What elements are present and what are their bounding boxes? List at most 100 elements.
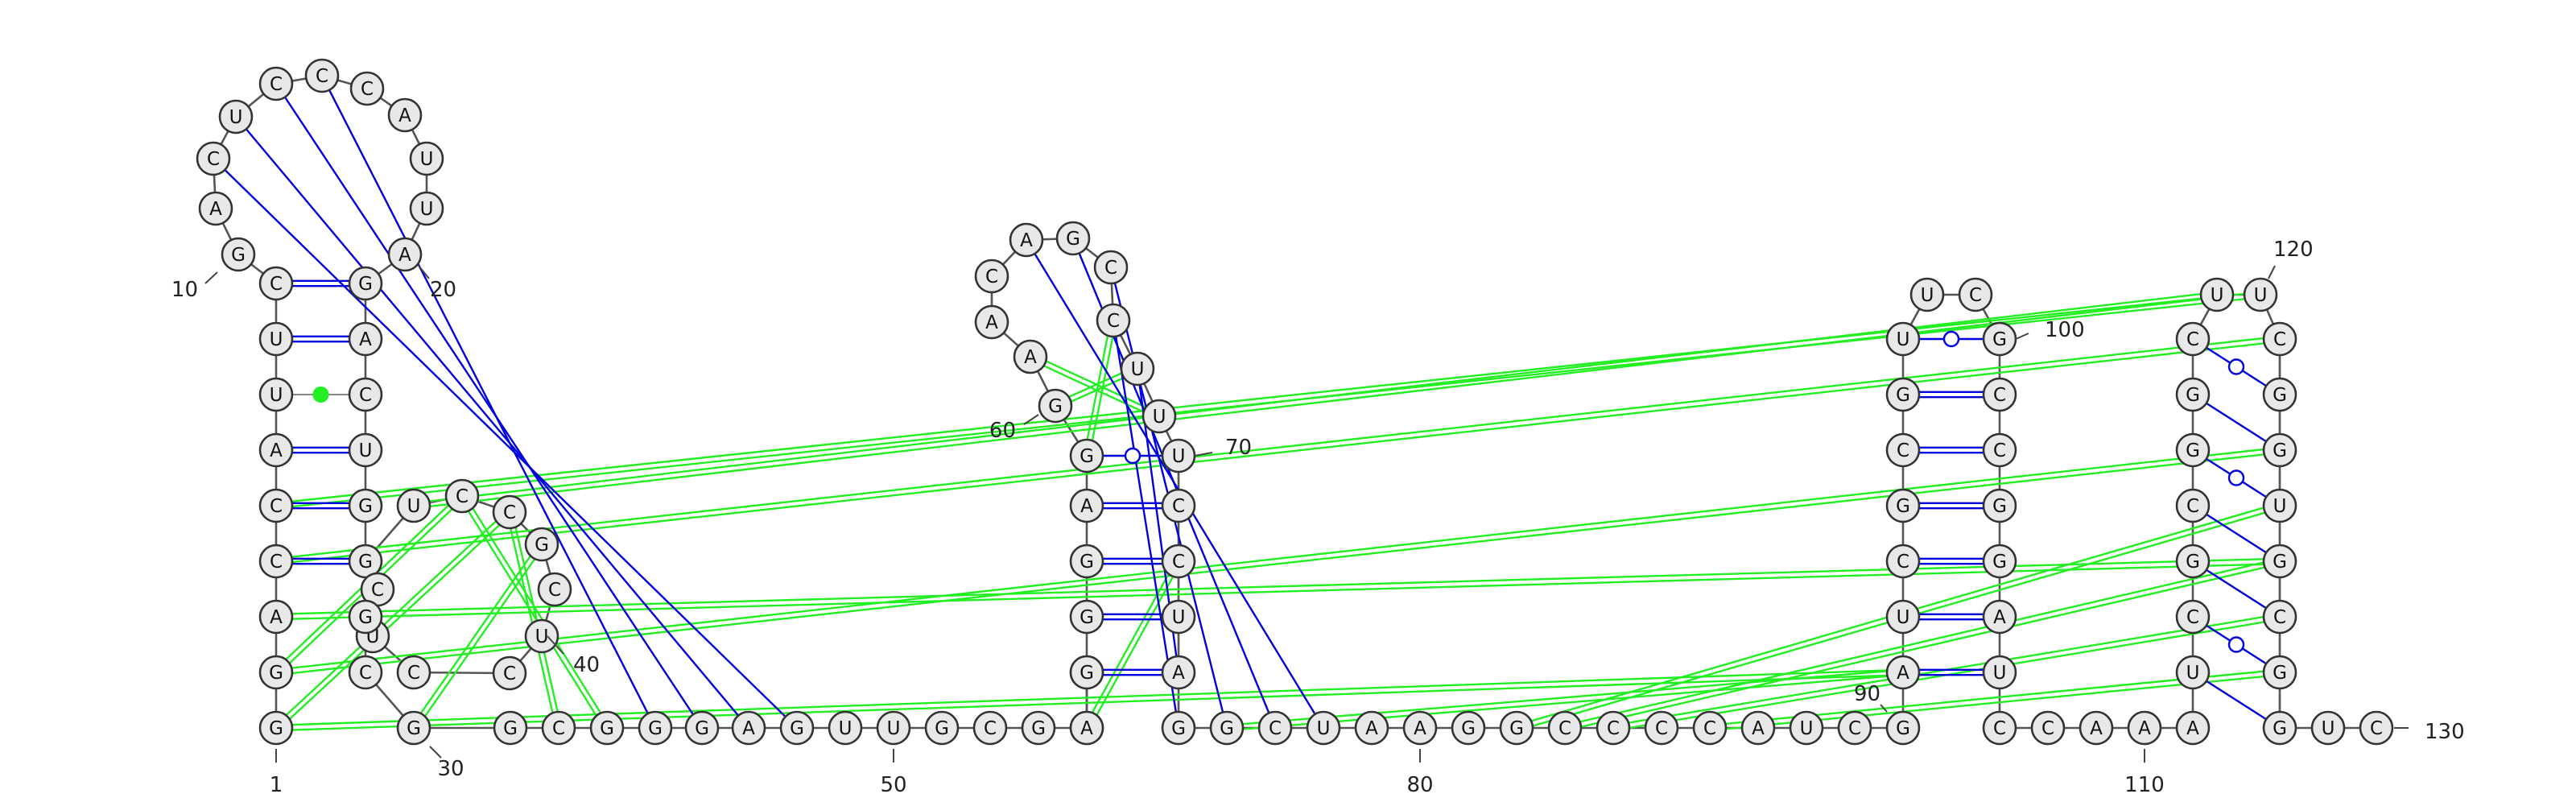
nucleotide-base: A <box>270 440 283 461</box>
nucleotide-circle <box>258 599 294 635</box>
nucleotide-3: A <box>258 599 294 635</box>
position-label-90: 90 <box>1854 682 1888 713</box>
nucleotide-base: C <box>1655 718 1668 739</box>
nucleotide-circle <box>1161 544 1196 579</box>
long-range-pair-line <box>2192 393 2281 452</box>
nucleotide-base: A <box>209 199 222 220</box>
long-range-pair-line <box>320 75 657 729</box>
nucleotide-circle <box>396 488 431 523</box>
nucleotide-95: C <box>1885 432 1921 468</box>
nucleotide-base: C <box>1269 718 1282 739</box>
nucleotide-circle <box>1885 655 1921 690</box>
nucleotide-base: C <box>2370 718 2383 739</box>
nucleotide-base: A <box>742 718 755 739</box>
nucleotide-130: C <box>2359 710 2394 746</box>
position-label-40: 40 <box>547 635 600 677</box>
nucleotide-34: C <box>396 655 431 690</box>
position-number: 10 <box>171 278 198 302</box>
tertiary-interaction-line <box>1029 358 1159 420</box>
nucleotide-50: C <box>972 710 1008 746</box>
nucleotide-69: U <box>1141 399 1177 434</box>
nucleotide-base: C <box>1172 496 1185 517</box>
nucleotide-base: C <box>270 496 283 517</box>
position-label-70: 70 <box>1194 436 1252 460</box>
nucleotide-87: A <box>1740 710 1776 746</box>
nucleotide-base: C <box>985 267 998 287</box>
nucleotide-46: G <box>779 710 815 746</box>
nucleotide-44: G <box>684 710 720 746</box>
nucleotide-67: C <box>1096 303 1131 338</box>
nucleotide-21: G <box>348 266 383 301</box>
nucleotide-base: U <box>535 626 549 647</box>
nucleotide-62: A <box>974 304 1009 340</box>
tertiary-interaction-line <box>1565 562 2281 732</box>
nucleotide-121: C <box>2262 321 2297 357</box>
nucleotide-circle <box>1885 377 1921 412</box>
position-number: 20 <box>430 278 456 302</box>
nucleotide-1: G <box>258 710 294 746</box>
nucleotide-base: U <box>1131 359 1145 380</box>
nucleotide-base: G <box>2186 385 2200 406</box>
nucleotide-base: G <box>535 535 549 556</box>
nucleotide-circle <box>638 710 673 746</box>
nucleotide-base: U <box>1993 663 2007 684</box>
nucleotide-circle <box>409 191 444 226</box>
long-range-pair-line <box>235 116 749 729</box>
nucleotide-49: G <box>924 710 960 746</box>
nucleotide-circle <box>2262 544 2297 579</box>
nucleotide-99: C <box>1958 277 1993 312</box>
nucleotide-51: G <box>1021 710 1056 746</box>
nucleotide-base: C <box>270 274 283 295</box>
nucleotide-81: G <box>1451 710 1486 746</box>
nucleotide-circle <box>348 266 383 301</box>
position-number: 60 <box>989 419 1016 443</box>
nucleotide-29: C <box>492 494 527 530</box>
nucleotide-base: A <box>1752 718 1765 739</box>
nucleotide-base: G <box>1220 718 1234 739</box>
nucleotide-82: G <box>1499 710 1534 746</box>
position-number: 30 <box>437 757 464 781</box>
nucleotide-base: C <box>1607 718 1620 739</box>
nucleotide-103: G <box>1982 488 2017 523</box>
nucleotide-circle <box>524 618 559 654</box>
nucleotide-59: G <box>1069 438 1104 473</box>
nucleotide-base: G <box>1509 718 1524 739</box>
nucleotide-circle <box>348 599 383 635</box>
nucleotide-113: C <box>2175 599 2211 635</box>
tertiary-interaction-line <box>1030 354 1161 416</box>
nucleotide-60: G <box>1038 388 1073 424</box>
nucleotide-64: A <box>1009 222 1044 258</box>
nucleotide-base: A <box>1080 496 1093 517</box>
nucleotide-base: C <box>552 718 565 739</box>
nucleotide-base: U <box>1172 446 1186 467</box>
nucleotide-circle <box>537 572 572 607</box>
nucleotide-circle <box>258 488 294 523</box>
nucleotide-26: G <box>348 544 383 579</box>
nucleotide-circle <box>1451 710 1486 746</box>
nucleotide-circle <box>524 527 559 562</box>
nucleotide-circle <box>589 710 625 746</box>
nucleotide-base: A <box>359 329 372 350</box>
position-label-80: 80 <box>1406 749 1434 797</box>
nucleotide-79: A <box>1354 710 1389 746</box>
nucleotide-base: A <box>1020 230 1033 251</box>
nucleotide-base: C <box>270 74 283 95</box>
nucleotide-circle <box>684 710 720 746</box>
long-range-pair-line <box>275 83 704 729</box>
nucleotide-base: U <box>2322 718 2335 739</box>
nucleotide-base: C <box>1104 258 1117 279</box>
nucleotide-base: C <box>2273 329 2286 350</box>
nucleotide-circle <box>2175 321 2211 357</box>
tertiary-interaction-line <box>1564 557 2280 727</box>
nucleotide-127: G <box>2262 655 2297 690</box>
nucleotide-base: C <box>2186 496 2199 517</box>
nucleotide-base: C <box>2041 718 2054 739</box>
nucleotide-111: A <box>2175 710 2211 746</box>
nucleotide-circle <box>1982 655 2017 690</box>
nucleotide-base: A <box>1172 663 1185 684</box>
tertiary-interaction-line <box>459 497 606 730</box>
nucleotide-circle <box>974 304 1009 340</box>
nucleotide-circle <box>1644 710 1679 746</box>
nucleotide-circle <box>1069 438 1104 473</box>
